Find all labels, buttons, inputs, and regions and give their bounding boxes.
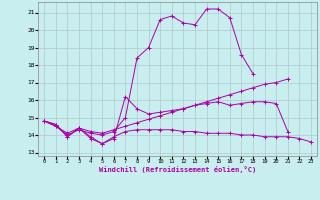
- X-axis label: Windchill (Refroidissement éolien,°C): Windchill (Refroidissement éolien,°C): [99, 166, 256, 173]
